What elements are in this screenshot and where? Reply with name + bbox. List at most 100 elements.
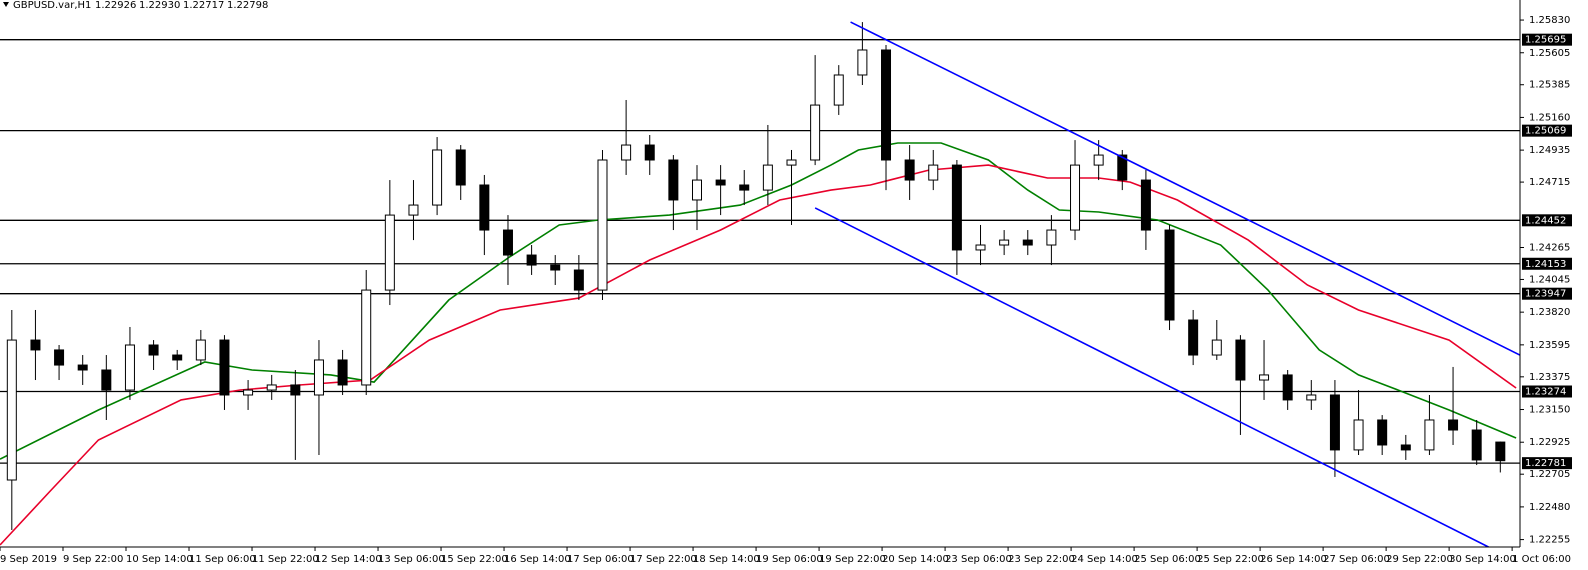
- candle-body: [1377, 419, 1388, 446]
- candle-body: [1164, 229, 1175, 321]
- candle-body: [739, 184, 750, 191]
- candle-body: [124, 344, 135, 391]
- level-tag: [1522, 287, 1572, 300]
- x-tick-label: 12 Sep 14:00: [315, 554, 382, 565]
- x-tick-label: 10 Sep 14:00: [126, 554, 193, 565]
- x-tick-label: 23 Sep 22:00: [1008, 554, 1075, 565]
- level-tag: [1522, 257, 1572, 270]
- x-tick-label: 17 Sep 22:00: [630, 554, 697, 565]
- candle-body: [904, 159, 915, 181]
- level-label: 1.25069: [1525, 126, 1566, 137]
- x-tick-label: 15 Sep 22:00: [441, 554, 508, 565]
- x-tick-label: 27 Sep 06:00: [1323, 554, 1390, 565]
- moving-average: [0, 142, 1517, 460]
- candle-body: [1140, 179, 1151, 231]
- candle-body: [101, 369, 112, 391]
- candle-body: [361, 289, 372, 386]
- y-tick-label: 1.25385: [1529, 80, 1570, 91]
- x-tick-label: 24 Sep 14:00: [1071, 554, 1138, 565]
- candle-body: [1306, 394, 1317, 401]
- x-tick-label: 9 Sep 22:00: [63, 554, 123, 565]
- candle-body: [455, 149, 466, 186]
- quote-value: 1.22926: [95, 0, 136, 11]
- x-tick-label: 25 Sep 06:00: [1134, 554, 1201, 565]
- candle-body: [621, 144, 632, 161]
- trend-line: [814, 207, 1489, 547]
- candle-body: [715, 179, 726, 186]
- level-tag: [1522, 124, 1572, 137]
- quote-value: 1.22798: [227, 0, 268, 11]
- candle-body: [597, 159, 608, 291]
- candle-body: [313, 359, 324, 396]
- x-tick-label: 29 Sep 22:00: [1386, 554, 1453, 565]
- y-tick-label: 1.23595: [1529, 340, 1570, 351]
- candle-body: [148, 344, 159, 356]
- candle-body: [786, 159, 797, 166]
- trend-line: [850, 21, 1520, 356]
- level-tag: [1522, 214, 1572, 227]
- level-tag: [1522, 385, 1572, 398]
- candle-body: [1022, 239, 1033, 246]
- level-label: 1.23947: [1525, 289, 1566, 300]
- candle-body: [77, 364, 88, 371]
- candle-body: [479, 184, 490, 231]
- level-label: 1.24452: [1525, 215, 1566, 226]
- candle-body: [762, 164, 773, 191]
- candle-body: [668, 159, 679, 201]
- candle-body: [857, 49, 868, 76]
- candle-body: [1495, 441, 1506, 462]
- candle-body: [1448, 419, 1459, 431]
- level-tag: [1522, 457, 1572, 470]
- candle-body: [999, 239, 1010, 246]
- candle-body: [432, 149, 443, 206]
- candle-body: [951, 164, 962, 251]
- candle-body: [833, 74, 844, 106]
- candle-body: [6, 339, 17, 481]
- y-tick-label: 1.25605: [1529, 48, 1570, 59]
- candle-body: [1046, 229, 1057, 246]
- candle-body: [195, 339, 206, 361]
- plot-area: [0, 21, 1520, 547]
- candle-body: [290, 384, 301, 396]
- y-tick-label: 1.23820: [1529, 307, 1570, 318]
- candle-body: [1259, 374, 1270, 381]
- candle-body: [408, 204, 419, 216]
- candle-body: [526, 254, 537, 266]
- candle-body: [1211, 339, 1222, 356]
- candle-body: [30, 339, 41, 351]
- candle-body: [1188, 319, 1199, 356]
- y-tick-label: 1.22480: [1529, 502, 1570, 513]
- x-tick-label: 30 Sep 14:00: [1449, 554, 1516, 565]
- x-tick-label: 25 Sep 22:00: [1197, 554, 1264, 565]
- y-tick-label: 1.24265: [1529, 242, 1570, 253]
- symbol-title: GBPUSD.var,H1: [13, 0, 91, 11]
- x-tick-label: 13 Sep 06:00: [378, 554, 445, 565]
- level-tag: [1522, 33, 1572, 46]
- candle-body: [810, 104, 821, 161]
- y-tick-label: 1.24715: [1529, 177, 1570, 188]
- candle-body: [881, 49, 892, 161]
- x-tick-label: 9 Sep 2019: [0, 554, 57, 565]
- x-tick-label: 11 Sep 22:00: [252, 554, 319, 565]
- y-tick-label: 1.24935: [1529, 145, 1570, 156]
- candle-body: [1093, 154, 1104, 166]
- level-label: 1.25695: [1525, 35, 1566, 46]
- candle-body: [384, 214, 395, 291]
- y-tick-label: 1.22255: [1529, 535, 1570, 546]
- x-tick-label: 19 Sep 06:00: [756, 554, 823, 565]
- candle-body: [573, 269, 584, 291]
- y-tick-label: 1.23375: [1529, 372, 1570, 383]
- x-tick-label: 18 Sep 14:00: [693, 554, 760, 565]
- level-label: 1.22781: [1525, 458, 1566, 469]
- y-tick-label: 1.24045: [1529, 274, 1570, 285]
- candle-body: [1353, 419, 1364, 451]
- level-label: 1.24153: [1525, 259, 1566, 270]
- candle-body: [219, 339, 230, 396]
- candle-body: [1282, 374, 1293, 401]
- candle-body: [1070, 164, 1081, 231]
- candle-body: [266, 384, 277, 391]
- x-tick-label: 16 Sep 14:00: [504, 554, 571, 565]
- x-tick-label: 26 Sep 14:00: [1260, 554, 1327, 565]
- moving-average: [0, 164, 1517, 546]
